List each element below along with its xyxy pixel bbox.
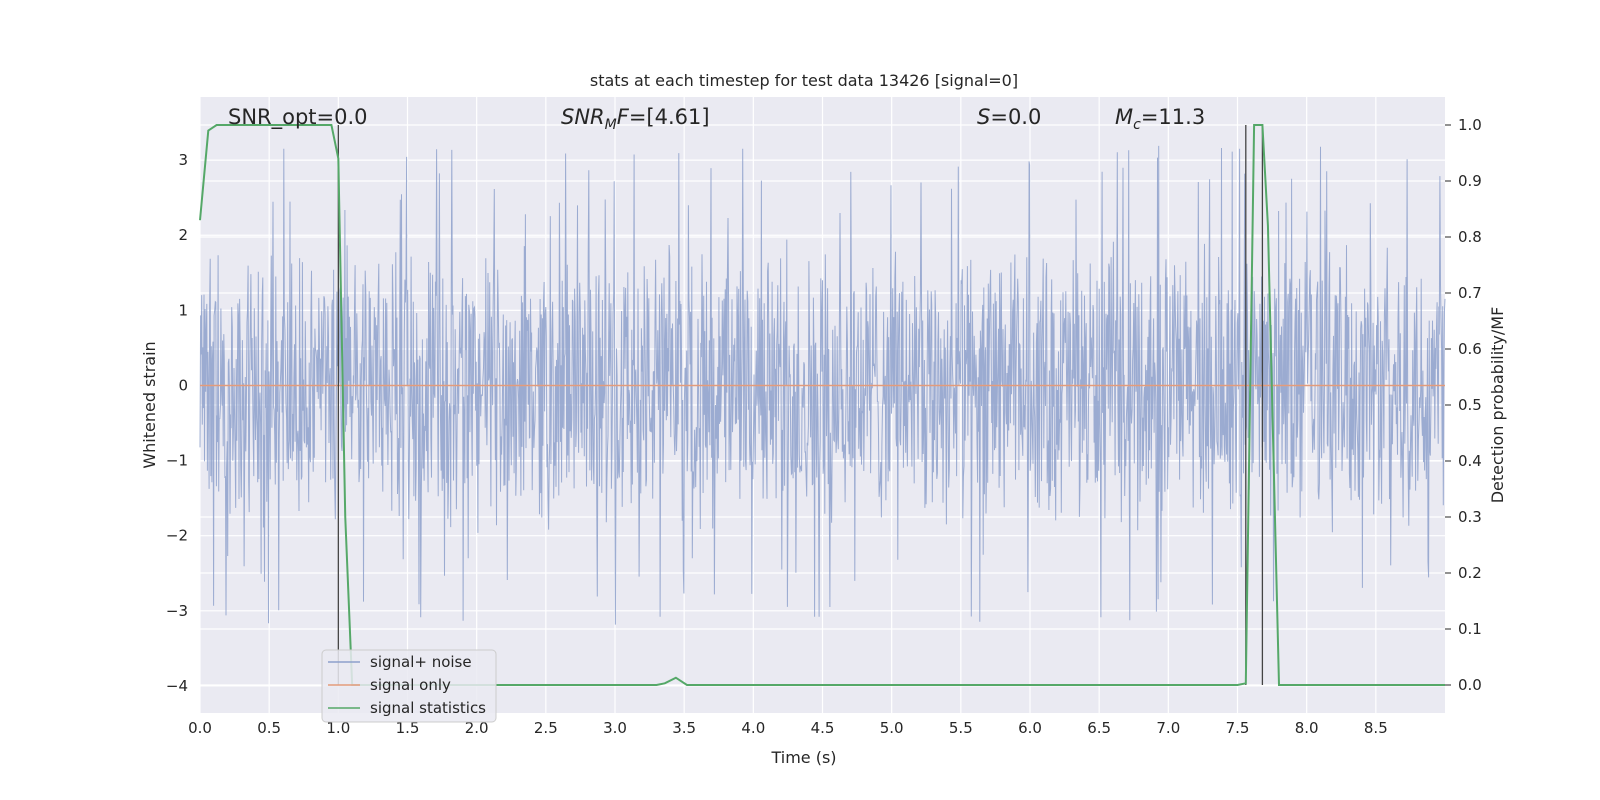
x-tick-label: 0.5 (257, 719, 281, 737)
series-line-signal-plus-noise (199, 145, 1446, 625)
x-tick-label: 8.0 (1295, 719, 1319, 737)
y-tick-label-right: 0.7 (1458, 284, 1482, 302)
x-tick-label: 4.0 (741, 719, 765, 737)
y-tick-label-right: 0.9 (1458, 172, 1482, 190)
x-tick-label: 7.5 (1226, 719, 1250, 737)
x-tick-label: 3.5 (672, 719, 696, 737)
series-signal-plus-noise (199, 145, 1446, 625)
annotation-snr-mf-value: =[4.61] (629, 105, 710, 129)
y-tick-label-right: 0.6 (1458, 340, 1482, 358)
annotation-snr-mf: SNRMF=[4.61] (561, 105, 710, 133)
y-tick-label-left: −2 (166, 527, 188, 545)
y-tick-label-right: 0.1 (1458, 620, 1482, 638)
x-axis-ticks: 0.0 0.5 1.0 1.5 2.0 2.5 3.0 3.5 4.0 4.5 5.0 5.5 6.0 6… (188, 719, 1388, 737)
y-tick-label-left: 0 (178, 376, 188, 394)
y-axis-left-label: Whitened strain (140, 341, 159, 468)
y-axis-right-label: Detection probability/MF (1488, 307, 1507, 504)
y-tick-label-left: −3 (166, 602, 188, 620)
legend-label-signal-only: signal only (370, 676, 451, 694)
y-axis-right-ticks: 0.0 0.1 0.2 0.3 0.4 0.5 0.6 0.7 0.8 0.9 1.0 (1445, 116, 1482, 694)
x-tick-label: 2.0 (465, 719, 489, 737)
annotation-mc-value: =11.3 (1141, 105, 1205, 129)
y-tick-label-right: 0.5 (1458, 396, 1482, 414)
annotation-s: S=0.0 (977, 105, 1041, 129)
y-tick-label-left: −1 (166, 452, 188, 470)
y-tick-label-left: 2 (178, 226, 188, 244)
x-tick-label: 2.5 (534, 719, 558, 737)
vertical-marker-lines (337, 125, 1264, 685)
annotation-snr-opt: SNR_opt=0.0 (228, 105, 368, 130)
legend: signal+ noise signal only signal statist… (321, 649, 497, 723)
x-tick-label: 1.0 (326, 719, 350, 737)
x-tick-label: 1.5 (396, 719, 420, 737)
y-tick-label-right: 1.0 (1458, 116, 1482, 134)
x-tick-label: 0.0 (188, 719, 212, 737)
chart-title: stats at each timestep for test data 134… (590, 71, 1018, 90)
legend-box (321, 649, 497, 723)
y-tick-label-right: 0.4 (1458, 452, 1482, 470)
series-signal-statistics (199, 124, 1445, 686)
legend-label-statistics: signal statistics (370, 699, 486, 717)
legend-label-noise: signal+ noise (370, 653, 472, 671)
y-tick-label-right: 0.3 (1458, 508, 1482, 526)
y-tick-label-right: 0.8 (1458, 228, 1482, 246)
y-tick-label-left: 1 (178, 301, 188, 319)
x-tick-label: 4.5 (811, 719, 835, 737)
x-axis-label: Time (s) (770, 748, 836, 767)
x-tick-label: 3.0 (603, 719, 627, 737)
annotation-mc: Mc=11.3 (1115, 105, 1205, 133)
x-tick-label: 7.0 (1156, 719, 1180, 737)
y-tick-label-left: 3 (178, 151, 188, 169)
x-tick-label: 6.5 (1087, 719, 1111, 737)
x-tick-label: 6.0 (1018, 719, 1042, 737)
series-line-signal-statistics (199, 124, 1445, 686)
y-tick-label-right: 0.2 (1458, 564, 1482, 582)
x-tick-label: 8.5 (1364, 719, 1388, 737)
y-tick-label-left: −4 (166, 677, 188, 695)
y-tick-label-right: 0.0 (1458, 676, 1482, 694)
y-axis-left-ticks: −4 −3 −2 −1 0 1 2 3 (166, 151, 188, 695)
annotation-s-value: =0.0 (990, 105, 1041, 129)
x-tick-label: 5.5 (949, 719, 973, 737)
x-tick-label: 5.0 (880, 719, 904, 737)
